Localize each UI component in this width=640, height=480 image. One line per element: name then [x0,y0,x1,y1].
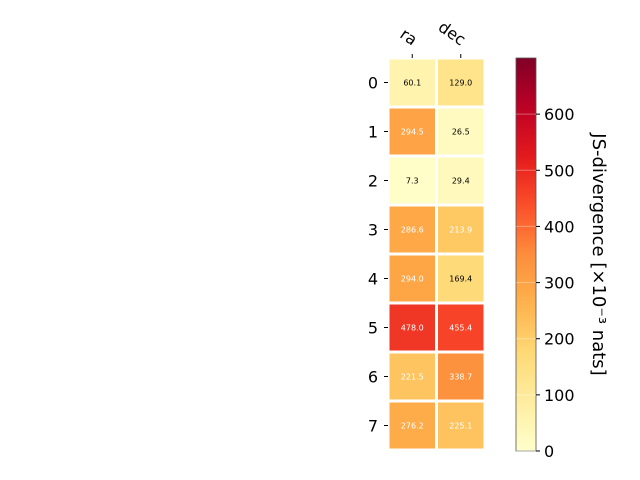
row-tick-label: 7 [368,417,378,436]
row-tick-label: 4 [368,270,378,289]
cell-value-label: 478.0 [401,324,424,333]
row-tick-label: 3 [368,221,378,240]
cell-value-label: 169.4 [449,275,472,284]
cell-value-label: 276.2 [401,422,424,431]
heatmap-cell [435,252,487,305]
row-tick-label: 1 [368,123,378,142]
colorbar-tick-label: 400 [544,217,575,236]
heatmap-cell [386,252,438,305]
row-tick-label: 0 [368,74,378,93]
heatmap: 60.1 129.0 294.5 26.5 7.3 29.4 286.6 213.9 294.0… [368,17,487,452]
cell-value-label: 294.0 [401,275,424,284]
heatmap-cell [435,154,487,207]
colorbar-tick-label: 500 [544,161,575,180]
cell-value-label: 26.5 [452,128,470,137]
cell-value-label: 225.1 [449,422,472,431]
colorbar-label: JS-divergence [×10⁻³ nats] [588,132,609,375]
cell-value-label: 60.1 [403,79,421,88]
cell-value-label: 29.4 [452,177,470,186]
heatmap-cell [435,350,487,403]
heatmap-cell [435,105,487,158]
row-tick-label: 6 [368,368,378,387]
colorbar-tick-label: 300 [544,274,575,293]
cell-value-label: 338.7 [449,373,472,382]
row-tick-label: 2 [368,172,378,191]
heatmap-cell [386,399,438,452]
heatmap-cell [435,301,487,354]
cell-value-label: 129.0 [449,79,472,88]
colorbar-tick-label: 0 [544,442,554,461]
cell-value-label: 286.6 [401,226,424,235]
row-tick-label: 5 [368,319,378,338]
colorbar-tick-label: 200 [544,330,575,349]
colorbar: 0 100 200 300 400 500 600 JS-divergence [×10⁻³ … [515,57,609,461]
colorbar-gradient [515,57,537,452]
cell-value-label: 213.9 [449,226,472,235]
cell-value-label: 221.5 [401,373,424,382]
cell-value-label: 294.5 [401,128,424,137]
colorbar-tick-label: 600 [544,105,575,124]
heatmap-cell [435,399,487,452]
cell-value-label: 455.4 [449,324,472,333]
cell-value-label: 7.3 [406,177,419,186]
colorbar-tick-label: 100 [544,386,575,405]
